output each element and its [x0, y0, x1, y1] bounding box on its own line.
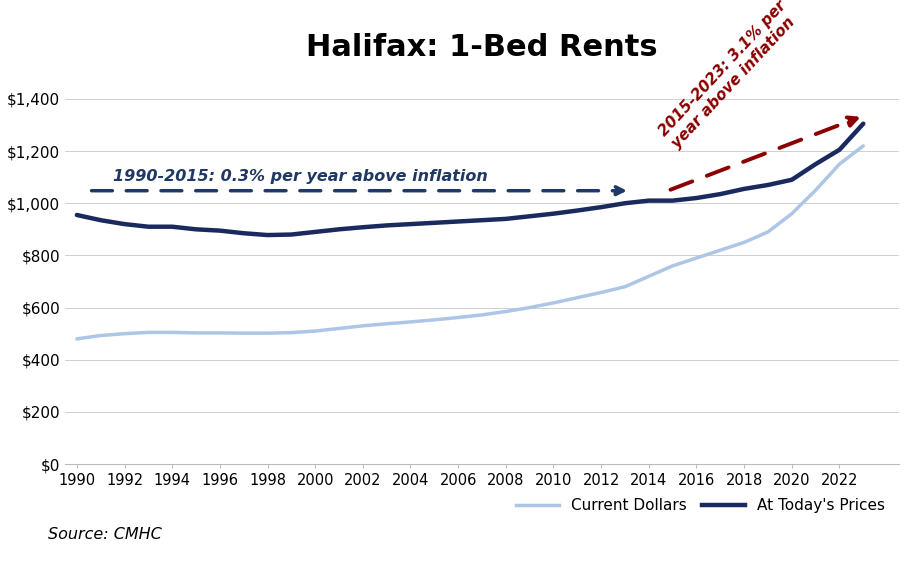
Text: 1990-2015: 0.3% per year above inflation: 1990-2015: 0.3% per year above inflation [112, 169, 487, 183]
Text: Source: CMHC: Source: CMHC [48, 527, 162, 542]
Text: 2015-2023: 3.1% per
year above inflation: 2015-2023: 3.1% per year above inflation [656, 0, 802, 151]
Legend: Current Dollars, At Today's Prices: Current Dollars, At Today's Prices [510, 492, 892, 519]
Title: Halifax: 1-Bed Rents: Halifax: 1-Bed Rents [306, 33, 658, 62]
